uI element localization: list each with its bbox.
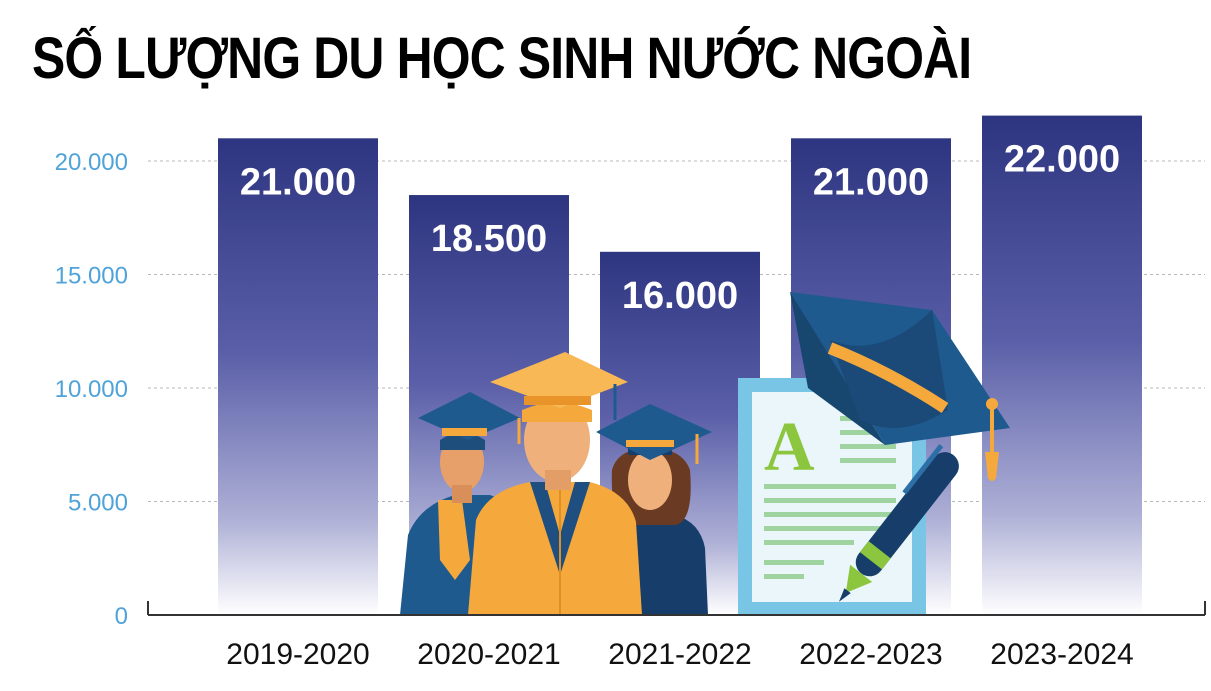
chart-title: SỐ LƯỢNG DU HỌC SINH NƯỚC NGOÀI: [32, 26, 972, 91]
svg-text:A: A: [764, 409, 815, 486]
data-label: 21.000: [240, 161, 356, 203]
y-tick-label: 5.000: [68, 490, 128, 517]
x-tick-label: 2020-2021: [417, 638, 560, 671]
y-tick-label: 15.000: [55, 263, 128, 290]
x-tick-label: 2021-2022: [608, 638, 751, 671]
x-tick-label: 2023-2024: [990, 638, 1133, 671]
labels: 0 5.000 10.000 15.000 20.000 21.000 2019-2020 1…: [55, 139, 1134, 671]
graduation-cap-icon: [790, 292, 1010, 481]
y-tick-label: 10.000: [55, 376, 128, 403]
bar: [982, 115, 1142, 615]
y-tick-label: 20.000: [55, 149, 128, 176]
pen-icon: [838, 444, 959, 602]
y-tick-label: 0: [115, 603, 128, 630]
data-label: 18.500: [431, 218, 547, 260]
graduates-illustration: [400, 352, 712, 615]
illustrations: A: [400, 292, 1010, 615]
x-tick-label: 2022-2023: [799, 638, 942, 671]
bar: [218, 138, 378, 616]
x-tick-label: 2019-2020: [226, 638, 369, 671]
data-label: 16.000: [622, 275, 738, 317]
data-label: 22.000: [1004, 139, 1120, 181]
data-label: 21.000: [813, 161, 929, 203]
axes: [147, 601, 1206, 616]
